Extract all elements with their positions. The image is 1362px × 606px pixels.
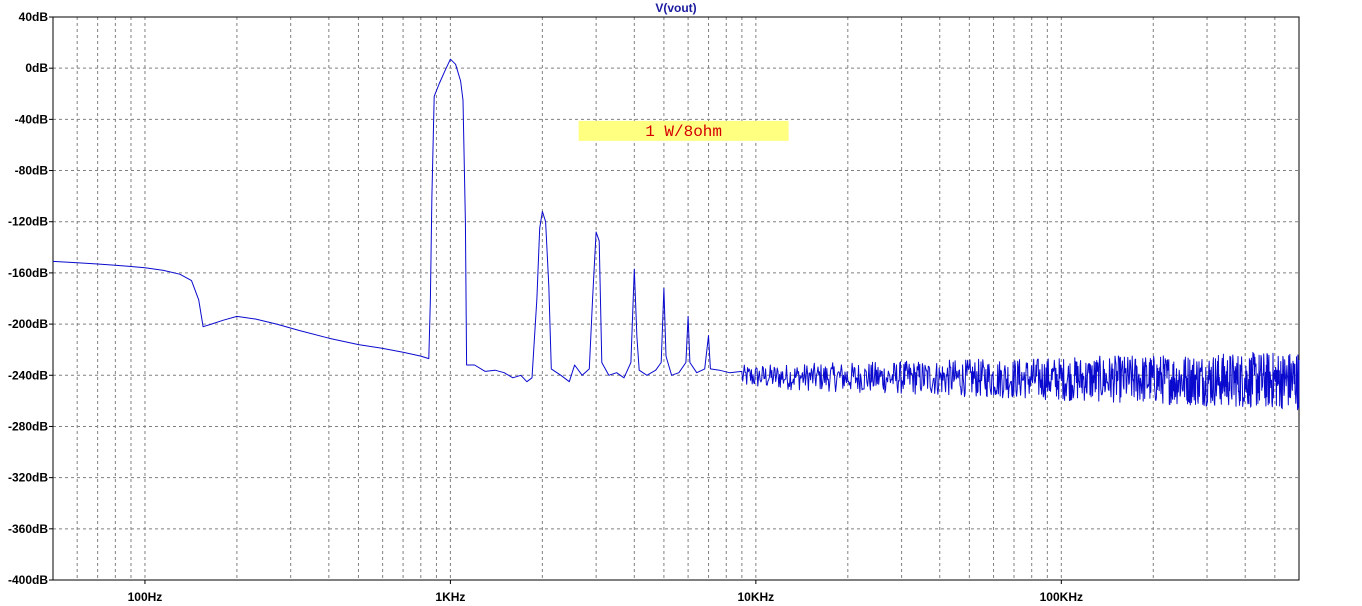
- y-tick-label: -80dB: [15, 164, 49, 178]
- annotation-box: [578, 120, 789, 141]
- y-tick-label: -320dB: [8, 471, 48, 485]
- annotation-label: 1 W/8ohm: [645, 123, 722, 141]
- y-tick-label: -240dB: [8, 368, 48, 382]
- y-tick-label: 0dB: [25, 61, 48, 75]
- y-tick-label: 40dB: [19, 10, 49, 24]
- x-tick-label: 1KHz: [435, 590, 465, 604]
- x-axis: 100Hz 1KHz 10KHz 100KHz: [128, 580, 1083, 604]
- y-axis: 40dB 0dB -40dB -80dB -120dB -160dB -200dB -240d…: [8, 10, 53, 587]
- series-group: [52, 58, 1300, 411]
- x-tick-label: 10KHz: [738, 590, 775, 604]
- plot-frame: [52, 16, 1300, 581]
- y-tick-label: -160dB: [8, 266, 48, 280]
- chart-title: V(vout): [655, 1, 696, 15]
- x-tick-label: 100Hz: [128, 590, 163, 604]
- y-tick-label: -360dB: [8, 522, 48, 536]
- y-tick-label: -120dB: [8, 215, 48, 229]
- grid-lines: [53, 17, 1299, 580]
- y-tick-label: -280dB: [8, 419, 48, 433]
- x-tick-label: 100KHz: [1040, 590, 1083, 604]
- y-tick-label: -400dB: [8, 573, 48, 587]
- annotation-group: 1 W/8ohm: [578, 120, 789, 141]
- y-tick-label: -200dB: [8, 317, 48, 331]
- y-tick-label: -40dB: [15, 112, 49, 126]
- series-line: [52, 58, 1300, 411]
